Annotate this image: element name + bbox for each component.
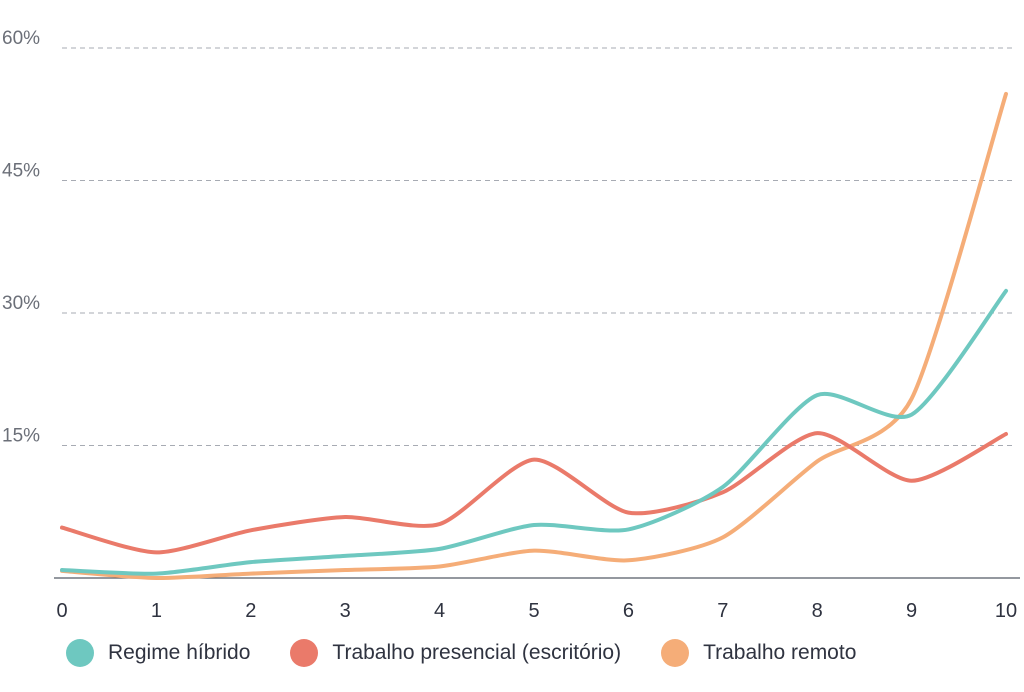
y-tick-label: 60% xyxy=(2,28,40,49)
legend-label: Trabalho remoto xyxy=(703,641,857,664)
series-lines xyxy=(60,91,1008,581)
x-tick-label: 6 xyxy=(623,600,634,622)
x-tick-label: 10 xyxy=(995,600,1017,622)
x-tick-label: 1 xyxy=(151,600,162,622)
x-tick-label: 2 xyxy=(245,600,256,622)
y-tick-label: 15% xyxy=(2,426,40,447)
y-tick-label: 30% xyxy=(2,293,40,314)
legend-label: Trabalho presencial (escritório) xyxy=(332,641,622,664)
legend-swatch-trabalho-remoto xyxy=(661,639,690,667)
x-tick-label: 0 xyxy=(56,600,67,622)
legend-item-trabalho-presencial[interactable]: Trabalho presencial (escritório) xyxy=(290,639,621,667)
line-chart: 15% 30% 45% 60% 0 1 2 3 4 5 6 7 8 9 10 xyxy=(2,28,1020,622)
legend-label: Regime híbrido xyxy=(108,641,251,664)
legend-swatch-regime-hibrido xyxy=(66,639,94,667)
x-tick-label: 7 xyxy=(717,600,728,622)
x-axis-ticks: 0 1 2 3 4 5 6 7 8 9 10 xyxy=(56,600,1017,622)
x-tick-label: 9 xyxy=(906,600,917,622)
x-tick-label: 8 xyxy=(812,600,823,622)
y-tick-label: 45% xyxy=(2,161,40,182)
series-line-regime-hibrido xyxy=(60,288,1008,576)
x-tick-label: 4 xyxy=(434,600,445,622)
y-axis-ticks: 15% 30% 45% 60% xyxy=(2,28,40,447)
series-line-trabalho-presencial xyxy=(60,431,1008,555)
series-line-trabalho-remoto xyxy=(60,91,1008,581)
gridlines xyxy=(62,47,1012,446)
legend: Regime híbrido Trabalho presencial (escr… xyxy=(66,639,896,667)
legend-item-trabalho-remoto[interactable]: Trabalho remoto xyxy=(661,639,856,667)
x-tick-label: 5 xyxy=(528,600,539,622)
legend-item-regime-hibrido[interactable]: Regime híbrido xyxy=(66,639,250,667)
legend-swatch-trabalho-presencial xyxy=(290,639,319,667)
x-tick-label: 3 xyxy=(340,600,351,622)
